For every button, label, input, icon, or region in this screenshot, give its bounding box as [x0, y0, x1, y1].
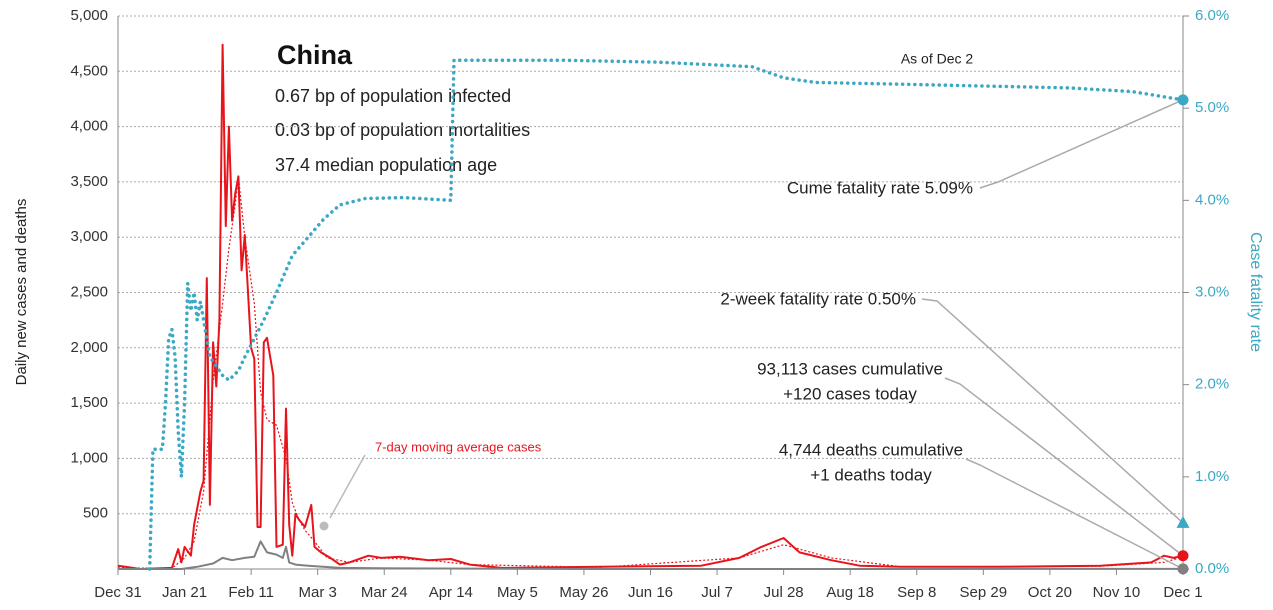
x-tick-label: Feb 11: [228, 584, 274, 601]
series-annotation: 7-day moving average cases: [375, 439, 542, 454]
y-axis-label: Daily new cases and deaths: [13, 199, 30, 386]
y2-tick-label: 0.0%: [1195, 560, 1229, 577]
annotation-text: 93,113 cases cumulative: [757, 359, 943, 378]
x-tick-label: Jul 28: [764, 584, 804, 601]
leader-line: [921, 298, 1184, 524]
y2-tick-label: 1.0%: [1195, 468, 1229, 485]
annotation-marker: [1177, 94, 1189, 106]
x-tick-label: Sep 8: [897, 584, 936, 601]
leader-line: [944, 377, 1184, 557]
x-tick-label: May 26: [559, 584, 608, 601]
annotation-marker: [1177, 563, 1189, 575]
series-line: [147, 58, 1185, 571]
series-line: [118, 540, 1184, 570]
x-tick-label: Jul 7: [701, 584, 733, 601]
leader-line: [329, 454, 366, 519]
x-tick-label: Dec 31: [94, 584, 142, 601]
stat: 37.4 median population age: [275, 155, 497, 175]
y2-tick-label: 2.0%: [1195, 376, 1229, 393]
y2-tick-label: 6.0%: [1195, 7, 1229, 24]
x-tick-label: Dec 1: [1163, 584, 1202, 601]
x-tick-label: May 5: [497, 584, 538, 601]
annotation-text: 2-week fatality rate 0.50%: [720, 289, 916, 308]
x-tick-label: Oct 20: [1028, 584, 1072, 601]
x-tick-label: Nov 10: [1093, 584, 1141, 601]
chart-title: China: [277, 40, 353, 70]
x-tick-label: Apr 14: [429, 584, 473, 601]
y-tick-label: 2,000: [70, 339, 108, 356]
stat: 0.67 bp of population infected: [275, 86, 511, 106]
x-tick-label: Jun 16: [628, 584, 673, 601]
y-tick-label: 1,000: [70, 449, 108, 466]
y-tick-label: 4,000: [70, 118, 108, 135]
y-tick-label: 1,500: [70, 394, 108, 411]
y-tick-label: 5,000: [70, 7, 108, 24]
annotation-marker: [1177, 550, 1189, 562]
leader-line: [979, 99, 1184, 189]
annotation-dot: [319, 521, 329, 531]
y-tick-label: 3,000: [70, 228, 108, 245]
x-tick-label: Sep 29: [960, 584, 1008, 601]
y-tick-label: 500: [83, 505, 108, 522]
stat: 0.03 bp of population mortalities: [275, 120, 530, 140]
leader-line: [965, 458, 1184, 570]
annotation-text: +1 deaths today: [810, 465, 932, 484]
y2-tick-label: 4.0%: [1195, 191, 1229, 208]
y-tick-label: 2,500: [70, 283, 108, 300]
x-tick-label: Mar 24: [361, 584, 408, 601]
x-tick-label: Aug 18: [826, 584, 874, 601]
y2-axis-label: Case fatality rate: [1247, 232, 1264, 352]
note: As of Dec 2: [901, 51, 974, 67]
annotation-marker: [1176, 515, 1190, 528]
annotation-text: +120 cases today: [783, 384, 917, 403]
y2-tick-label: 3.0%: [1195, 283, 1229, 300]
x-tick-label: Jan 21: [162, 584, 207, 601]
annotation-text: Cume fatality rate 5.09%: [787, 178, 973, 197]
y2-tick-label: 5.0%: [1195, 99, 1229, 116]
series-line: [117, 175, 1184, 569]
x-tick-label: Mar 3: [299, 584, 337, 601]
y-tick-label: 3,500: [70, 173, 108, 190]
y-tick-label: 4,500: [70, 62, 108, 79]
annotation-text: 4,744 deaths cumulative: [779, 440, 963, 459]
